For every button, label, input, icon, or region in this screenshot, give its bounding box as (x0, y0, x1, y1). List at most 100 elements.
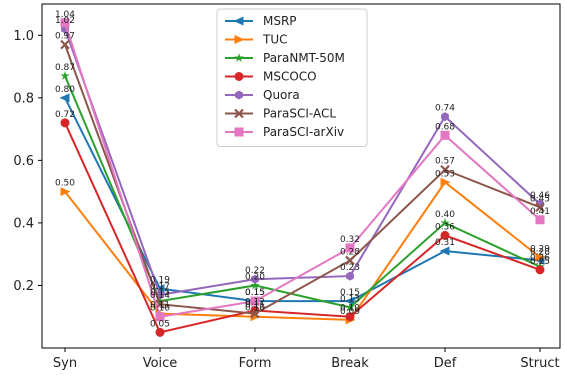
series-line (64, 44, 541, 315)
x-tick-label: Voice (143, 356, 178, 371)
legend-marker (234, 108, 244, 119)
data-label: 0.45 (530, 194, 550, 204)
data-point (345, 312, 355, 322)
data-label: 1.02 (55, 16, 75, 26)
data-label: 0.26 (530, 254, 550, 264)
data-point (346, 271, 354, 281)
data-point (60, 39, 70, 50)
series-parasci-acl (60, 39, 545, 319)
data-label: 0.50 (55, 179, 75, 189)
legend-marker (233, 16, 244, 26)
data-point (60, 187, 71, 197)
data-point (345, 243, 355, 253)
legend-item: ParaNMT-50M (225, 51, 345, 65)
data-label: 0.23 (340, 263, 360, 273)
x-tick-label: Break (331, 356, 369, 371)
legend-marker (234, 72, 244, 81)
legend-marker (234, 127, 244, 137)
data-label: 0.15 (340, 288, 360, 298)
legend-marker (234, 53, 244, 63)
series-layer (59, 18, 546, 337)
data-point (439, 246, 450, 256)
axes: 0.2 0.4 0.6 0.8 1.0 Syn Voice Form Break Def Struc… (13, 29, 559, 371)
data-label: 0.15 (245, 288, 265, 298)
data-label: 0.40 (435, 210, 455, 220)
data-label: 0.11 (150, 301, 170, 311)
data-point (60, 18, 70, 28)
legend-item: TUC (225, 33, 288, 47)
data-point (344, 296, 355, 306)
series-line (64, 122, 541, 334)
data-label: 0.28 (340, 247, 360, 257)
data-label: 0.10 (245, 304, 265, 314)
plot-frame (41, 3, 561, 349)
legend-label: ParaNMT-50M (263, 51, 345, 65)
x-tick-label: Def (434, 356, 457, 371)
x-tick-label: Struct (520, 356, 559, 371)
series-line (64, 180, 541, 321)
legend-label: MSRP (263, 14, 297, 28)
data-label: 0.41 (530, 207, 550, 217)
x-tick-label: Form (239, 356, 272, 371)
data-label: 0.29 (530, 244, 550, 254)
data-point (251, 274, 259, 284)
data-point (154, 284, 165, 294)
legend-label: ParaSCI-arXiv (263, 125, 344, 139)
legend-item: MSRP (225, 14, 297, 28)
legend-label: TUC (262, 33, 288, 47)
data-label: 0.09 (340, 307, 360, 317)
data-label: 0.20 (245, 272, 265, 282)
legend-item: ParaSCI-ACL (225, 107, 336, 121)
data-point (535, 202, 545, 213)
data-point (535, 252, 546, 262)
series-line (64, 28, 541, 296)
legend-label: Quora (263, 88, 300, 102)
data-point (155, 296, 165, 306)
data-label: 0.36 (435, 222, 455, 232)
data-label: 0.22 (245, 266, 265, 276)
data-label: 0.87 (55, 63, 75, 73)
data-label: 0.25 (530, 257, 550, 267)
data-label: 0.13 (340, 294, 360, 304)
data-label: 0.05 (150, 319, 170, 329)
legend-box (216, 8, 368, 147)
y-tick-label: 0.6 (13, 154, 34, 169)
data-label: 0.17 (150, 282, 170, 292)
data-label: 0.46 (530, 191, 550, 201)
legend: MSRP TUC ParaNMT-50M MSCOCO Quora ParaSCI-ACL… (216, 8, 368, 147)
data-label: 0.80 (55, 85, 75, 95)
data-point (345, 302, 355, 312)
data-point (440, 164, 450, 175)
data-point (440, 230, 450, 240)
data-point (250, 296, 260, 306)
data-label: 0.11 (245, 301, 265, 311)
legend-label: MSCOCO (263, 70, 317, 84)
data-label: 0.68 (435, 122, 455, 132)
data-label: 0.32 (340, 235, 360, 245)
data-point (155, 312, 165, 322)
data-point (535, 215, 545, 225)
data-point (440, 217, 450, 227)
data-point (250, 308, 260, 319)
data-labels: 0.800.190.15 0.150.310.280.500.11 0.10 0.09… (55, 10, 550, 330)
data-label: 0.12 (245, 297, 265, 307)
data-point (440, 130, 450, 140)
data-label: 0.15 (150, 288, 170, 298)
data-label: 0.19 (150, 276, 170, 286)
legend-marker (234, 35, 245, 44)
series-parasci-arxiv (60, 18, 545, 322)
data-label: 0.72 (55, 110, 75, 120)
data-label: 0.14 (150, 291, 170, 301)
data-label: 1.04 (55, 10, 75, 20)
data-label: 0.57 (435, 157, 455, 167)
y-tick-label: 1.0 (13, 29, 34, 44)
series-mscoco (60, 118, 545, 337)
data-label: 0.15 (245, 288, 265, 298)
series-line (64, 97, 541, 303)
data-point (441, 112, 449, 122)
data-label: 0.10 (150, 304, 170, 314)
data-point (345, 255, 355, 266)
data-point (535, 265, 545, 275)
legend-item: Quora (225, 88, 300, 102)
